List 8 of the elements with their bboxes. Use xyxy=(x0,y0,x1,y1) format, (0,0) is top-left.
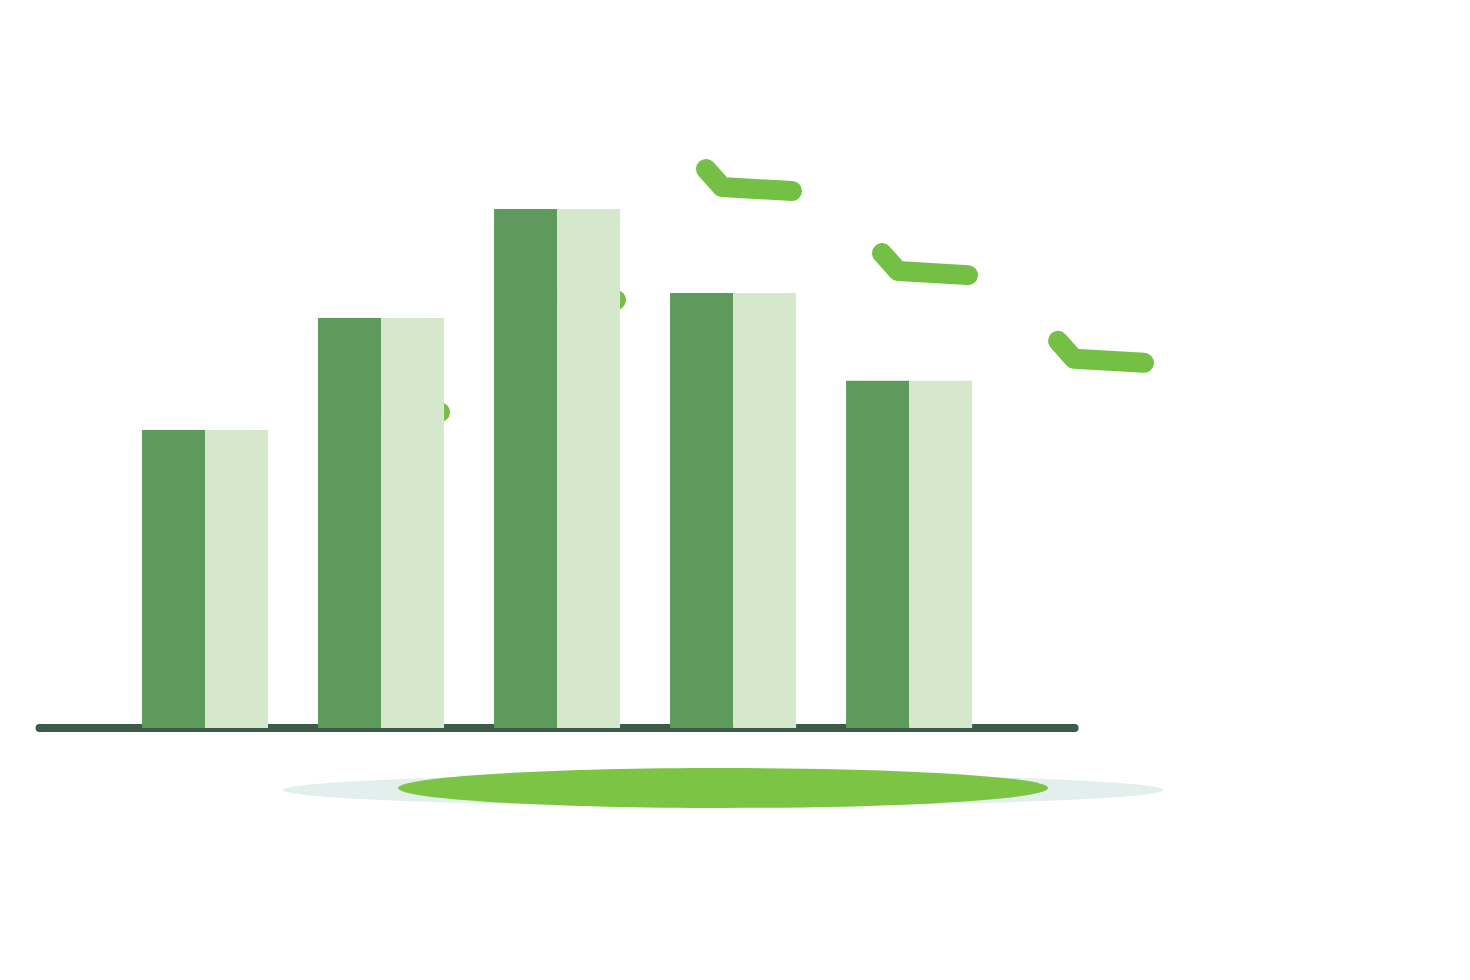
bar xyxy=(733,293,797,729)
bar xyxy=(846,380,910,729)
bar xyxy=(670,293,734,729)
bar xyxy=(318,318,382,729)
bar xyxy=(142,430,205,729)
bar xyxy=(205,430,269,729)
bar xyxy=(909,380,973,729)
bar xyxy=(494,209,558,729)
